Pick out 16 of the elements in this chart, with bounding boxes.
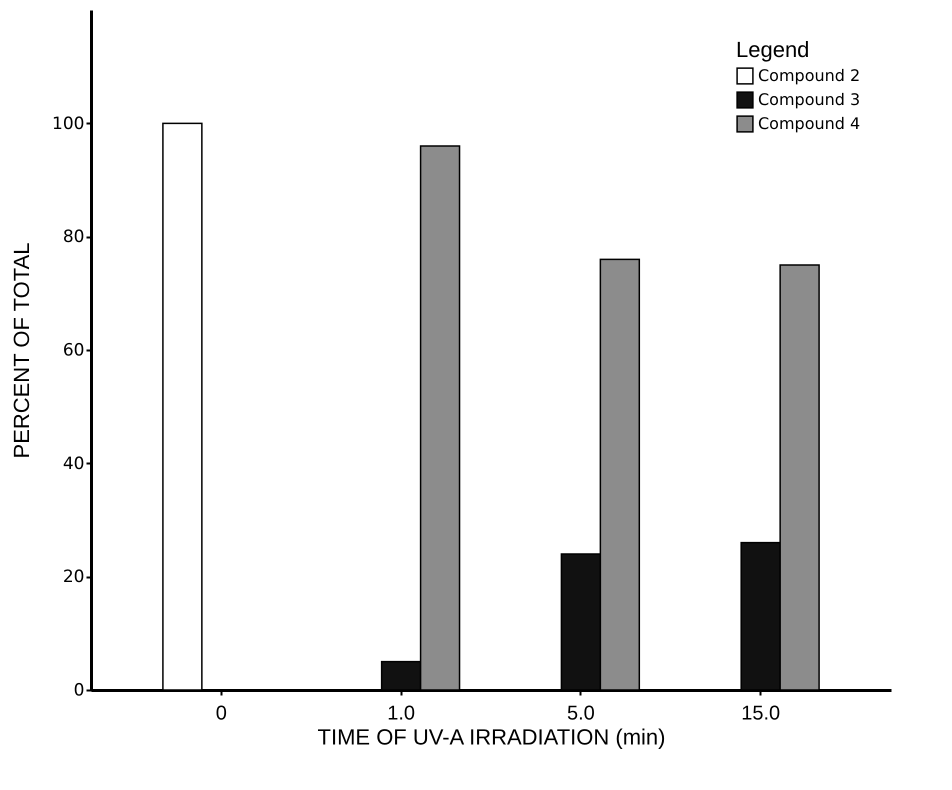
y-tick-label: 40 bbox=[62, 454, 84, 474]
legend-label: Compound 3 bbox=[758, 90, 860, 109]
y-tick-label: 100 bbox=[52, 114, 84, 134]
y-tick-label: 20 bbox=[62, 567, 84, 588]
legend-label: Compound 4 bbox=[758, 114, 860, 133]
x-tick-label: 5.0 bbox=[566, 702, 595, 724]
legend-title: Legend bbox=[736, 37, 810, 62]
legend-label: Compound 2 bbox=[758, 66, 860, 85]
x-tick-label: 0 bbox=[216, 702, 227, 724]
x-tick-label: 1.0 bbox=[387, 702, 416, 724]
x-tick-label: 15.0 bbox=[741, 702, 780, 724]
y-tick-label: 0 bbox=[74, 680, 84, 700]
x-axis-title: TIME OF UV-A IRRADIATION (min) bbox=[318, 724, 666, 750]
y-tick-label: 80 bbox=[62, 227, 84, 248]
y-tick-label: 60 bbox=[62, 340, 84, 360]
y-axis-title: PERCENT OF TOTAL bbox=[9, 242, 34, 458]
